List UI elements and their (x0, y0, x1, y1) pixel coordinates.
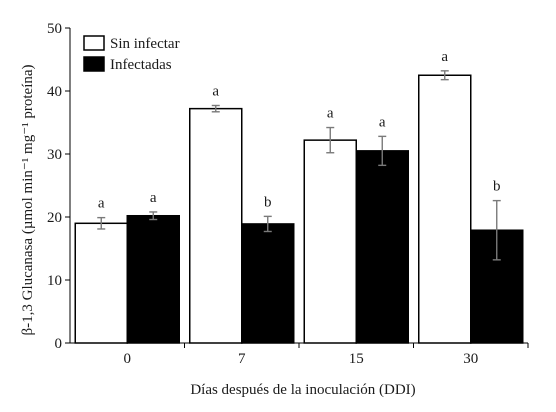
bar-infectadas (241, 223, 295, 344)
significance-label: a (98, 196, 105, 212)
y-axis-label: β-1,3 Glucanasa (µmol min⁻¹ mg⁻¹ proteín… (20, 64, 36, 335)
significance-label: b (493, 179, 501, 195)
plot-area: 0 10 20 30 40 50 0 a a 7 a b 15 a a 30 a b (47, 21, 529, 367)
bar-infectadas (355, 150, 409, 344)
y-tick-label: 20 (47, 210, 62, 226)
significance-label: a (441, 49, 448, 65)
legend-swatch (83, 35, 105, 51)
legend: Sin infectar Infectadas (83, 35, 180, 73)
significance-label: b (264, 194, 272, 210)
bar-infectadas (126, 214, 180, 344)
x-tick-label: 7 (238, 351, 246, 367)
x-tick-label: 15 (349, 351, 364, 367)
legend-swatch (83, 56, 105, 72)
significance-label: a (327, 106, 334, 122)
y-tick-label: 40 (47, 84, 62, 100)
x-tick-label: 30 (463, 351, 478, 367)
y-tick-label: 30 (47, 147, 62, 163)
bar-sin-infectar (74, 222, 128, 344)
x-tick-label: 0 (124, 351, 132, 367)
legend-label: Sin infectar (110, 36, 180, 52)
bar-sin-infectar (189, 107, 243, 344)
significance-label: a (379, 114, 386, 130)
bar-sin-infectar (303, 139, 357, 344)
x-axis-label: Días después de la inoculación (DDI) (190, 382, 415, 398)
y-tick-label: 10 (47, 273, 62, 289)
legend-label: Infectadas (110, 57, 172, 73)
y-tick-label: 50 (47, 21, 62, 37)
significance-label: a (212, 83, 219, 99)
significance-label: a (150, 190, 157, 206)
y-tick-label: 0 (55, 336, 63, 352)
bar-sin-infectar (418, 74, 472, 344)
